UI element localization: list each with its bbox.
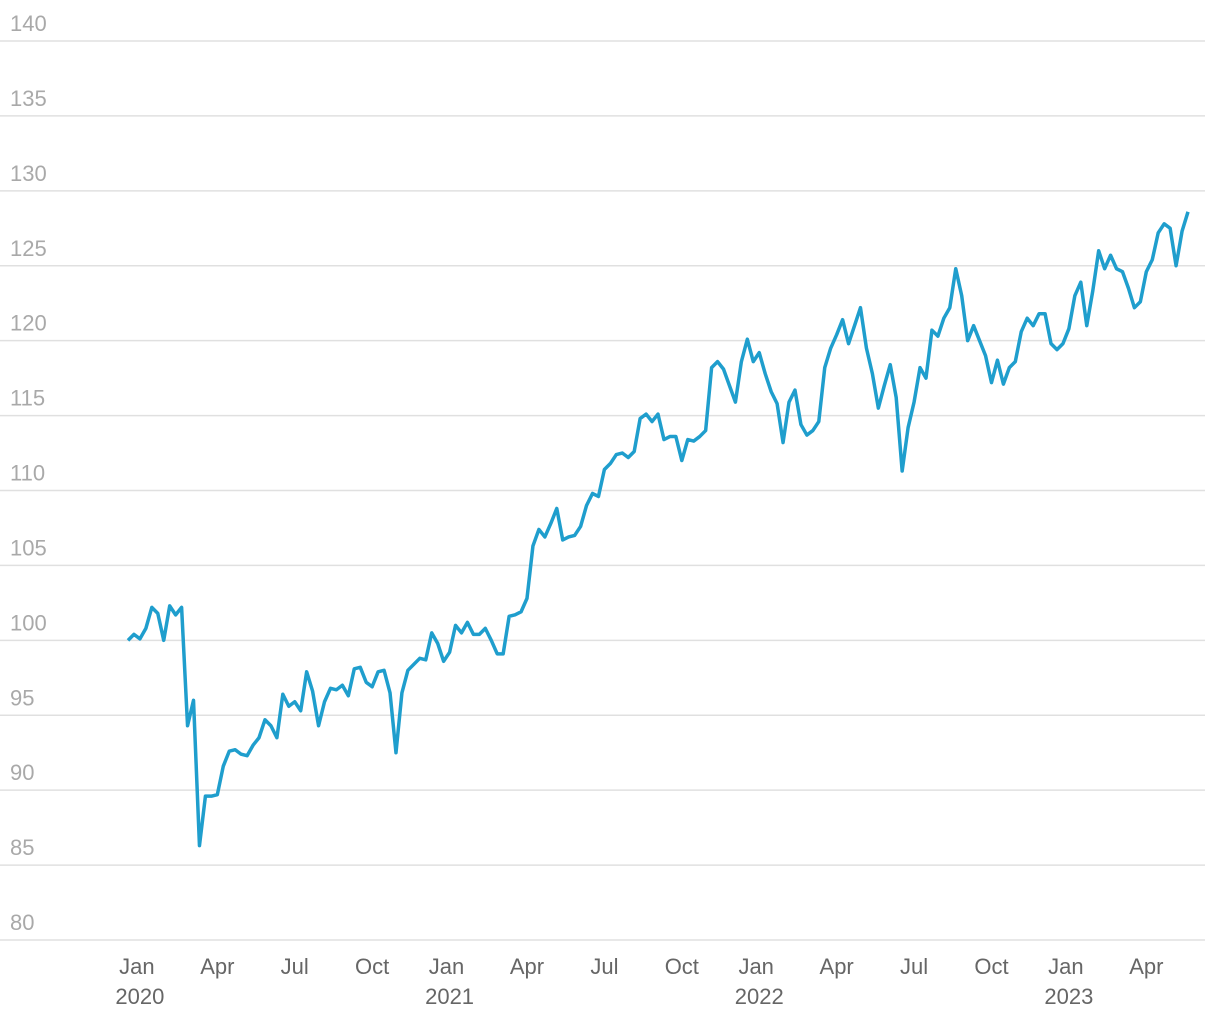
y-tick-label: 100 bbox=[10, 610, 47, 635]
x-tick-label: Jan 2020 bbox=[115, 954, 164, 1009]
x-tick-label: Jul bbox=[900, 954, 928, 979]
data-line bbox=[126, 211, 1190, 848]
y-tick-label: 130 bbox=[10, 161, 47, 186]
y-tick-label: 80 bbox=[10, 910, 34, 935]
y-tick-label: 120 bbox=[10, 311, 47, 336]
y-tick-label: 85 bbox=[10, 835, 34, 860]
x-tick-label: Apr bbox=[1129, 954, 1163, 979]
y-tick-label: 125 bbox=[10, 236, 47, 261]
y-tick-label: 90 bbox=[10, 760, 34, 785]
x-tick-label: Jul bbox=[590, 954, 618, 979]
y-tick-label: 95 bbox=[10, 685, 34, 710]
y-tick-label: 110 bbox=[10, 461, 45, 486]
x-tick-label: Oct bbox=[974, 954, 1008, 979]
x-tick-label: Apr bbox=[510, 954, 544, 979]
x-tick-label: Apr bbox=[200, 954, 234, 979]
x-tick-label: Jul bbox=[281, 954, 309, 979]
y-tick-label: 135 bbox=[10, 86, 47, 111]
y-tick-label: 115 bbox=[10, 386, 45, 411]
x-tick-label: Apr bbox=[820, 954, 854, 979]
x-tick-label: Jan 2022 bbox=[735, 954, 784, 1009]
x-tick-label: Oct bbox=[665, 954, 699, 979]
y-tick-label: 140 bbox=[10, 11, 47, 36]
y-tick-label: 105 bbox=[10, 535, 47, 560]
x-tick-label: Oct bbox=[355, 954, 389, 979]
x-tick-label: Jan 2021 bbox=[425, 954, 474, 1009]
x-tick-label: Jan 2023 bbox=[1044, 954, 1093, 1009]
